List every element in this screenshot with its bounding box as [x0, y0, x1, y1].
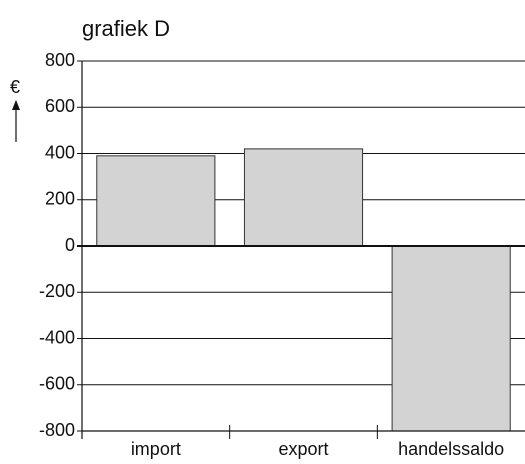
x-tick-label: import — [131, 439, 181, 459]
y-tick-label: -600 — [39, 374, 75, 394]
y-tick-label: -800 — [39, 420, 75, 440]
y-tick-label: -200 — [39, 281, 75, 301]
y-tick-label: 800 — [45, 50, 75, 70]
y-axis-label: € — [10, 77, 20, 97]
bar — [391, 245, 511, 432]
y-tick-label: -400 — [39, 327, 75, 347]
x-tick-label: export — [278, 439, 328, 459]
bar — [96, 155, 216, 247]
y-tick-label: 200 — [45, 189, 75, 209]
chart-title: grafiek D — [82, 16, 170, 41]
y-axis-arrowhead — [12, 100, 20, 110]
y-tick-label: 0 — [65, 235, 75, 255]
y-tick-label: 600 — [45, 96, 75, 116]
x-tick-label: handelssaldo — [398, 439, 504, 459]
bar — [243, 148, 364, 247]
y-tick-label: 400 — [45, 142, 75, 162]
